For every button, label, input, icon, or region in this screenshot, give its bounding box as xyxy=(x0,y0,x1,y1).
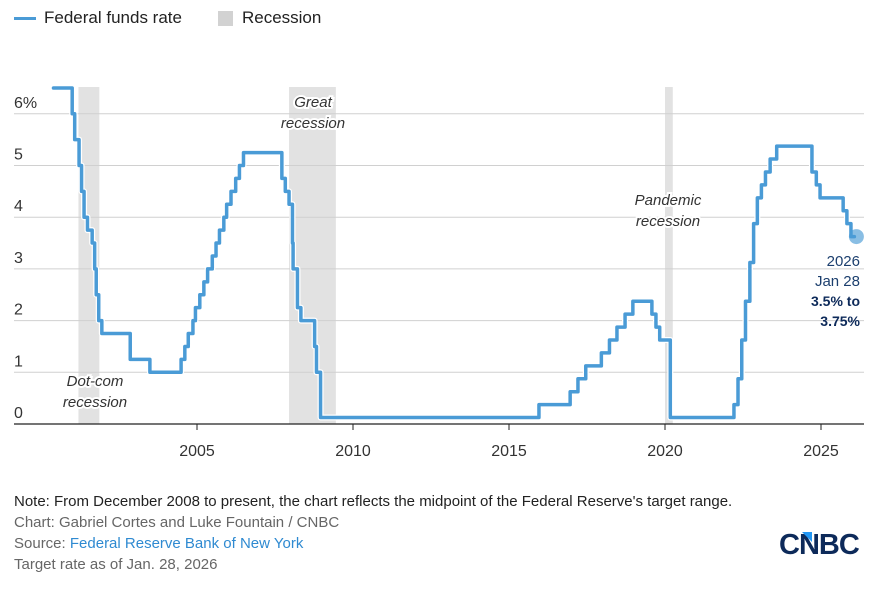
cnbc-logo-accent xyxy=(802,532,812,542)
cnbc-logo: CNBC xyxy=(779,529,861,560)
legend: Federal funds rate Recession xyxy=(14,8,357,28)
annotations: 2026 Jan 28 3.5% to 3.75% xyxy=(811,229,864,329)
series xyxy=(51,84,857,421)
source-link[interactable]: Federal Reserve Bank of New York xyxy=(69,535,304,552)
y-tick-label: 0 xyxy=(14,405,23,422)
recession-band xyxy=(289,87,336,424)
footer-note: Note: From December 2008 to present, the… xyxy=(14,493,733,510)
annotation-value: 3.5% to xyxy=(811,293,860,309)
y-tick-label: 6% xyxy=(14,95,37,112)
recession-label: Pandemic xyxy=(635,192,702,209)
recession-label: recession xyxy=(63,394,127,411)
legend-label: Recession xyxy=(241,8,322,27)
cnbc-logo-text: CNBC xyxy=(779,529,860,560)
recession-band xyxy=(665,87,673,424)
recession-label: recession xyxy=(281,115,345,132)
recession-label: Great xyxy=(294,94,332,111)
legend-item-federal-funds-rate: Federal funds rate xyxy=(14,8,182,28)
y-tick-label: 1 xyxy=(14,353,23,370)
footer: Note: From December 2008 to present, the… xyxy=(14,491,774,575)
x-tick-label: 2015 xyxy=(491,443,527,460)
x-tick-label: 2010 xyxy=(335,443,371,460)
x-tick-label: 2020 xyxy=(647,443,683,460)
legend-swatch-box xyxy=(217,10,233,26)
y-tick-label: 5 xyxy=(14,147,23,164)
recession-label: Dot-com xyxy=(67,373,124,390)
x-tick-label: 2025 xyxy=(803,443,839,460)
end-point-marker xyxy=(848,229,864,245)
federal-funds-rate-line xyxy=(51,86,857,420)
gridlines: 0 1 2 3 4 5 6% xyxy=(14,95,864,422)
chart: 0 1 2 3 4 5 6% 2005 2010 2015 2020 2025 Dot-com rec… xyxy=(14,84,864,460)
footer-credit: Chart: Gabriel Cortes and Luke Fountain … xyxy=(14,514,340,531)
recession-labels: Dot-com recession Great recession Pandemic re… xyxy=(61,92,704,413)
annotation-label: Jan 28 xyxy=(815,273,860,290)
legend-label: Federal funds rate xyxy=(44,8,182,27)
y-tick-label: 4 xyxy=(14,198,23,215)
series-halo xyxy=(53,84,855,421)
legend-swatch-line xyxy=(14,16,36,20)
source-prefix: Source: xyxy=(14,535,70,552)
footer-as-of: Target rate as of Jan. 28, 2026 xyxy=(14,556,218,573)
footer-source: Source: Federal Reserve Bank of New York xyxy=(14,533,774,554)
y-tick-label: 3 xyxy=(14,250,23,267)
y-tick-label: 2 xyxy=(14,302,23,319)
legend-item-recession: Recession xyxy=(217,8,322,28)
annotation-value: 3.75% xyxy=(820,313,860,329)
recession-bands xyxy=(78,87,673,424)
annotation-label: 2026 xyxy=(827,253,860,270)
x-tick-label: 2005 xyxy=(179,443,215,460)
x-axis: 2005 2010 2015 2020 2025 xyxy=(14,423,864,460)
recession-label: recession xyxy=(636,213,700,230)
